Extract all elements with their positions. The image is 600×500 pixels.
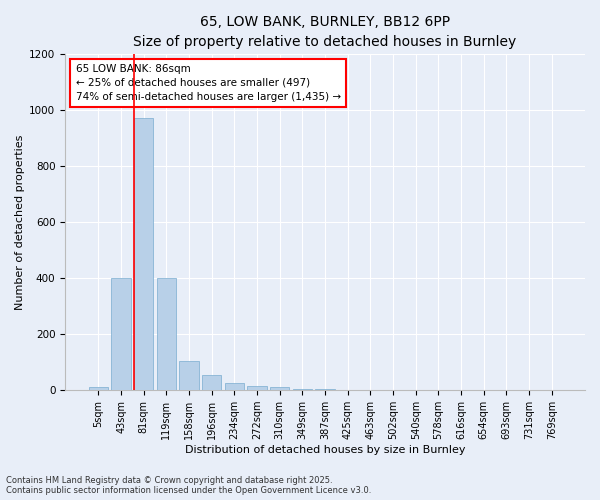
Bar (270, 388, 289, 390)
Y-axis label: Number of detached properties: Number of detached properties (15, 134, 25, 310)
Title: 65, LOW BANK, BURNLEY, BB12 6PP
Size of property relative to detached houses in : 65, LOW BANK, BURNLEY, BB12 6PP Size of … (133, 15, 517, 48)
Bar (89, 388, 108, 390)
Text: Contains HM Land Registry data © Crown copyright and database right 2025.
Contai: Contains HM Land Registry data © Crown c… (6, 476, 371, 495)
Bar (225, 383, 244, 390)
Bar (179, 361, 199, 390)
Text: 65 LOW BANK: 86sqm
← 25% of detached houses are smaller (497)
74% of semi-detach: 65 LOW BANK: 86sqm ← 25% of detached hou… (76, 64, 341, 102)
Bar (112, 278, 131, 390)
Bar (293, 389, 312, 390)
Bar (316, 389, 335, 390)
Bar (247, 386, 267, 390)
Bar (202, 375, 221, 390)
Bar (157, 278, 176, 390)
Bar (134, 118, 154, 390)
X-axis label: Distribution of detached houses by size in Burnley: Distribution of detached houses by size … (185, 445, 466, 455)
